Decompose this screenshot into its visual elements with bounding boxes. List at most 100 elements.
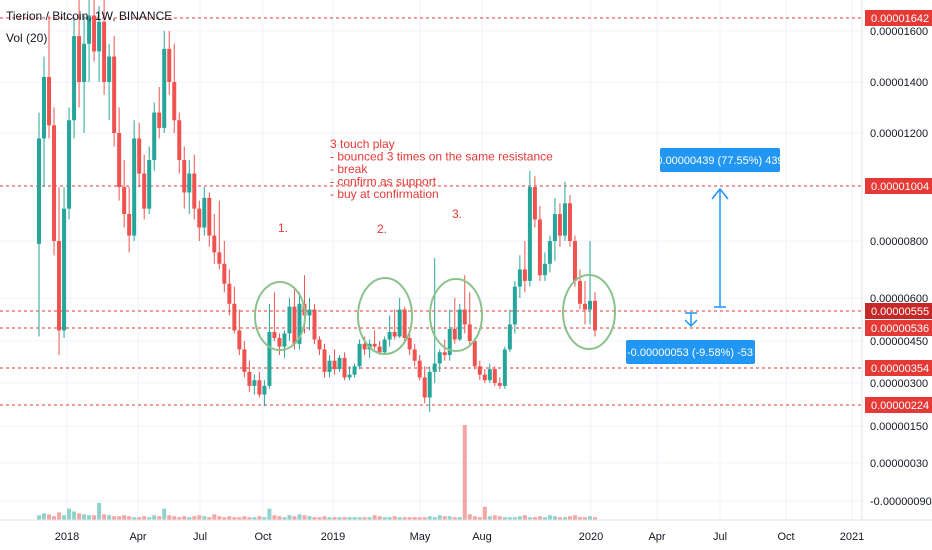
candle-body[interactable] xyxy=(122,187,127,215)
candle-body[interactable] xyxy=(292,306,297,344)
touch-circle-4[interactable] xyxy=(562,274,616,350)
candle-body[interactable] xyxy=(352,366,357,375)
candle-body[interactable] xyxy=(307,309,312,316)
candle-body[interactable] xyxy=(207,197,212,236)
candle-body[interactable] xyxy=(177,120,182,161)
candle-body[interactable] xyxy=(77,36,82,82)
candle-body[interactable] xyxy=(562,203,567,236)
candle-body[interactable] xyxy=(232,303,237,331)
candle-body[interactable] xyxy=(427,371,432,398)
candle-body[interactable] xyxy=(357,343,362,367)
candle-body[interactable] xyxy=(487,369,492,381)
candle-body[interactable] xyxy=(347,374,352,378)
candle-body[interactable] xyxy=(242,349,247,372)
candle-body[interactable] xyxy=(577,280,582,304)
candle-body[interactable] xyxy=(47,76,52,126)
candle-body[interactable] xyxy=(252,380,257,386)
candle-body[interactable] xyxy=(142,173,147,209)
candle-body[interactable] xyxy=(527,187,532,281)
symbol-title[interactable]: Tierion / Bitcoin, 1W, BINANCE xyxy=(6,9,173,23)
candle-body[interactable] xyxy=(72,36,77,121)
price-axis-bg[interactable] xyxy=(862,0,932,520)
candle-body[interactable] xyxy=(397,309,402,337)
candle-body[interactable] xyxy=(322,349,327,372)
candle-body[interactable] xyxy=(442,352,447,356)
candle-body[interactable] xyxy=(362,343,367,350)
candle-body[interactable] xyxy=(262,385,267,395)
candle-body[interactable] xyxy=(92,15,97,52)
price-badge-2[interactable] xyxy=(865,303,932,319)
candle-body[interactable] xyxy=(462,309,467,325)
candle-body[interactable] xyxy=(492,369,497,383)
candle-body[interactable] xyxy=(432,363,437,372)
candle-body[interactable] xyxy=(452,328,457,340)
candle-body[interactable] xyxy=(62,208,67,331)
candle-body[interactable] xyxy=(542,263,547,276)
candle-body[interactable] xyxy=(67,120,72,209)
price-badge-4[interactable] xyxy=(865,360,932,376)
candle-body[interactable] xyxy=(477,366,482,375)
candle-body[interactable] xyxy=(137,138,142,174)
candle-body[interactable] xyxy=(422,377,427,398)
candle-body[interactable] xyxy=(407,337,412,350)
candle-body[interactable] xyxy=(482,374,487,381)
candle-body[interactable] xyxy=(162,48,167,128)
candle-body[interactable] xyxy=(582,303,587,310)
time-axis-bg[interactable] xyxy=(0,520,862,550)
candle-body[interactable] xyxy=(467,324,472,341)
candle-body[interactable] xyxy=(327,360,332,372)
touch-circle-3[interactable] xyxy=(429,278,483,352)
candle-body[interactable] xyxy=(522,269,527,281)
candle-body[interactable] xyxy=(412,349,417,361)
candle-body[interactable] xyxy=(247,371,252,386)
candle-body[interactable] xyxy=(157,112,162,128)
downside-measure-badge[interactable] xyxy=(626,340,755,364)
touch-circle-2[interactable] xyxy=(357,277,413,355)
candle-body[interactable] xyxy=(287,306,292,334)
candle-body[interactable] xyxy=(217,252,222,264)
candle-body[interactable] xyxy=(87,15,92,44)
candle-body[interactable] xyxy=(532,187,537,220)
candle-body[interactable] xyxy=(587,300,592,310)
candle-body[interactable] xyxy=(447,328,452,356)
candle-body[interactable] xyxy=(222,263,227,284)
candle-body[interactable] xyxy=(172,82,177,121)
candle-body[interactable] xyxy=(272,331,277,338)
candle-body[interactable] xyxy=(572,241,577,281)
candle-body[interactable] xyxy=(192,173,197,209)
candle-body[interactable] xyxy=(52,125,57,241)
candle-body[interactable] xyxy=(37,138,41,244)
candle-body[interactable] xyxy=(212,235,217,253)
touch-circle-1[interactable] xyxy=(254,281,306,351)
candle-body[interactable] xyxy=(512,286,517,325)
candle-body[interactable] xyxy=(42,76,47,139)
candle-body[interactable] xyxy=(182,160,187,193)
candle-body[interactable] xyxy=(377,346,382,353)
candle-body[interactable] xyxy=(297,303,302,344)
candle-body[interactable] xyxy=(387,331,392,340)
candle-body[interactable] xyxy=(457,309,462,340)
price-badge-3[interactable] xyxy=(865,320,932,336)
candle-body[interactable] xyxy=(132,138,137,236)
candle-body[interactable] xyxy=(107,56,112,83)
candle-body[interactable] xyxy=(537,219,542,276)
candle-body[interactable] xyxy=(437,352,442,364)
candle-body[interactable] xyxy=(102,21,107,82)
candle-body[interactable] xyxy=(147,160,152,209)
candle-body[interactable] xyxy=(312,309,317,340)
candle-body[interactable] xyxy=(507,324,512,350)
candle-body[interactable] xyxy=(197,208,202,228)
candle-body[interactable] xyxy=(257,380,262,395)
candle-body[interactable] xyxy=(382,339,387,353)
candle-body[interactable] xyxy=(237,330,242,350)
candle-body[interactable] xyxy=(342,357,347,378)
candle-body[interactable] xyxy=(167,48,172,82)
price-badge-5[interactable] xyxy=(865,397,932,413)
candle-body[interactable] xyxy=(82,43,87,82)
candle-body[interactable] xyxy=(337,357,342,370)
candle-body[interactable] xyxy=(187,173,192,193)
candle-body[interactable] xyxy=(112,56,117,134)
price-badge-1[interactable] xyxy=(865,178,932,194)
candle-body[interactable] xyxy=(417,360,422,378)
